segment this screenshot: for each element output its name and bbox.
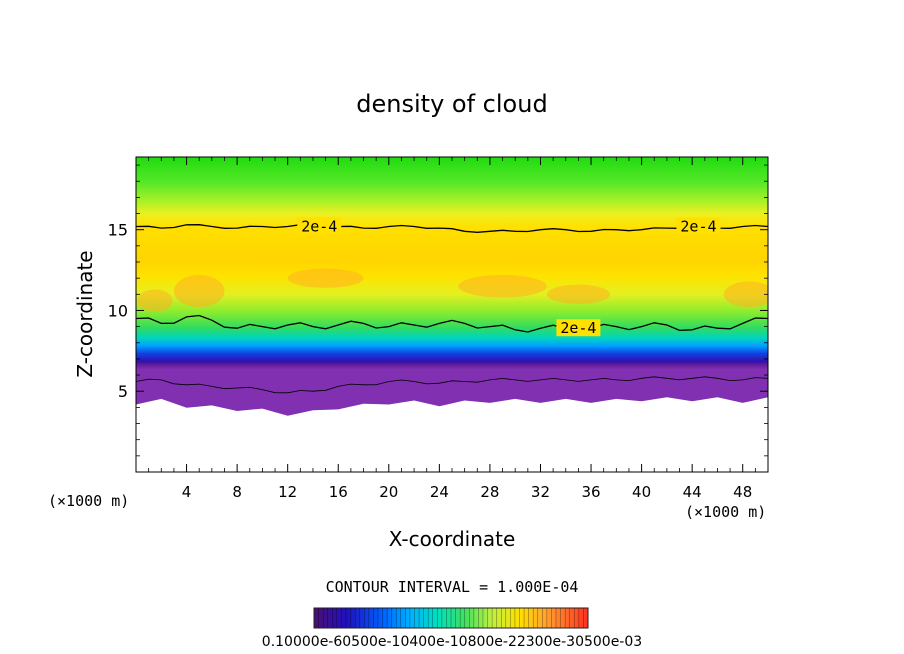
y-tick-label: 15 [108,221,128,240]
y-tick-label: 5 [118,382,128,401]
contour-label: 2e-4 [301,217,337,235]
high-density-patch [288,268,364,287]
contour-interval-label: CONTOUR INTERVAL = 1.000E-04 [326,578,579,596]
x-unit-left: (×1000 m) [48,492,129,510]
colorbar-tick-labels: 0.10000e-60500e-10400e-10800e-22300e-305… [262,634,642,650]
y-axis-title: Z-coordinate [73,250,97,377]
y-tick-label: 10 [108,301,128,320]
x-tick-label: 4 [182,483,192,501]
contour-label: 2e-4 [680,217,716,235]
colorbar: 0.10000e-60500e-10400e-10800e-22300e-305… [262,608,642,650]
x-tick-label: 12 [278,483,297,501]
x-tick-label: 44 [683,483,702,501]
chart-title: density of cloud [356,90,547,118]
x-axis-title: X-coordinate [389,527,516,551]
x-tick-label: 28 [480,483,499,501]
high-density-patch [547,285,610,304]
x-tick-label: 8 [232,483,242,501]
cloud-density-field [136,157,768,416]
high-density-patch [137,289,172,312]
x-tick-label: 24 [430,483,449,501]
x-tick-label: 48 [733,483,752,501]
x-unit-right: (×1000 m) [685,503,766,521]
x-tick-label: 36 [581,483,600,501]
x-tick-label: 16 [329,483,348,501]
high-density-patch [174,275,225,307]
high-density-patch [458,275,546,298]
heatmap-field [136,157,774,416]
x-tick-label: 20 [379,483,398,501]
x-tick-label: 40 [632,483,651,501]
contour-label: 2e-4 [560,319,596,337]
x-tick-label: 32 [531,483,550,501]
